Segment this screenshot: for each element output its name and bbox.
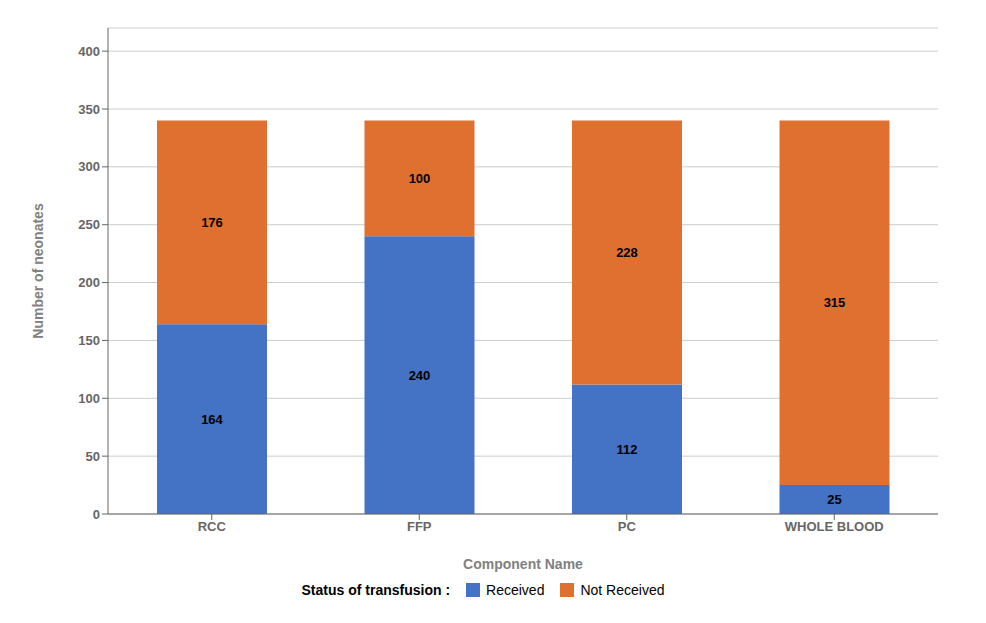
- svg-text:240: 240: [409, 368, 431, 383]
- svg-text:400: 400: [78, 44, 100, 59]
- svg-text:WHOLE BLOOD: WHOLE BLOOD: [785, 519, 884, 534]
- html-text:Status of transfusion :: Status of transfusion :: [301, 582, 451, 598]
- svg-text:350: 350: [78, 102, 100, 117]
- svg-text:0: 0: [93, 507, 100, 522]
- svg-text:300: 300: [78, 159, 100, 174]
- svg-text:RCC: RCC: [198, 519, 227, 534]
- svg-text:228: 228: [616, 245, 638, 260]
- svg-text:250: 250: [78, 217, 100, 232]
- svg-text:112: 112: [617, 442, 638, 457]
- svg-text:100: 100: [78, 391, 100, 406]
- svg-text:Component Name: Component Name: [463, 556, 583, 572]
- svg-text:50: 50: [86, 449, 100, 464]
- svg-text:164: 164: [201, 412, 223, 427]
- svg-text:100: 100: [409, 171, 431, 186]
- svg-text:PC: PC: [618, 519, 637, 534]
- svg-text:150: 150: [78, 333, 100, 348]
- svg-text:Number of neonates: Number of neonates: [30, 203, 46, 339]
- html-text:Not Received: Not Received: [580, 582, 665, 598]
- svg-text:315: 315: [824, 295, 846, 310]
- svg-text:176: 176: [201, 215, 223, 230]
- svg-text:200: 200: [78, 275, 100, 290]
- svg-text:FFP: FFP: [407, 519, 432, 534]
- html-text:Received: Received: [486, 582, 545, 598]
- svg-text:25: 25: [827, 492, 841, 507]
